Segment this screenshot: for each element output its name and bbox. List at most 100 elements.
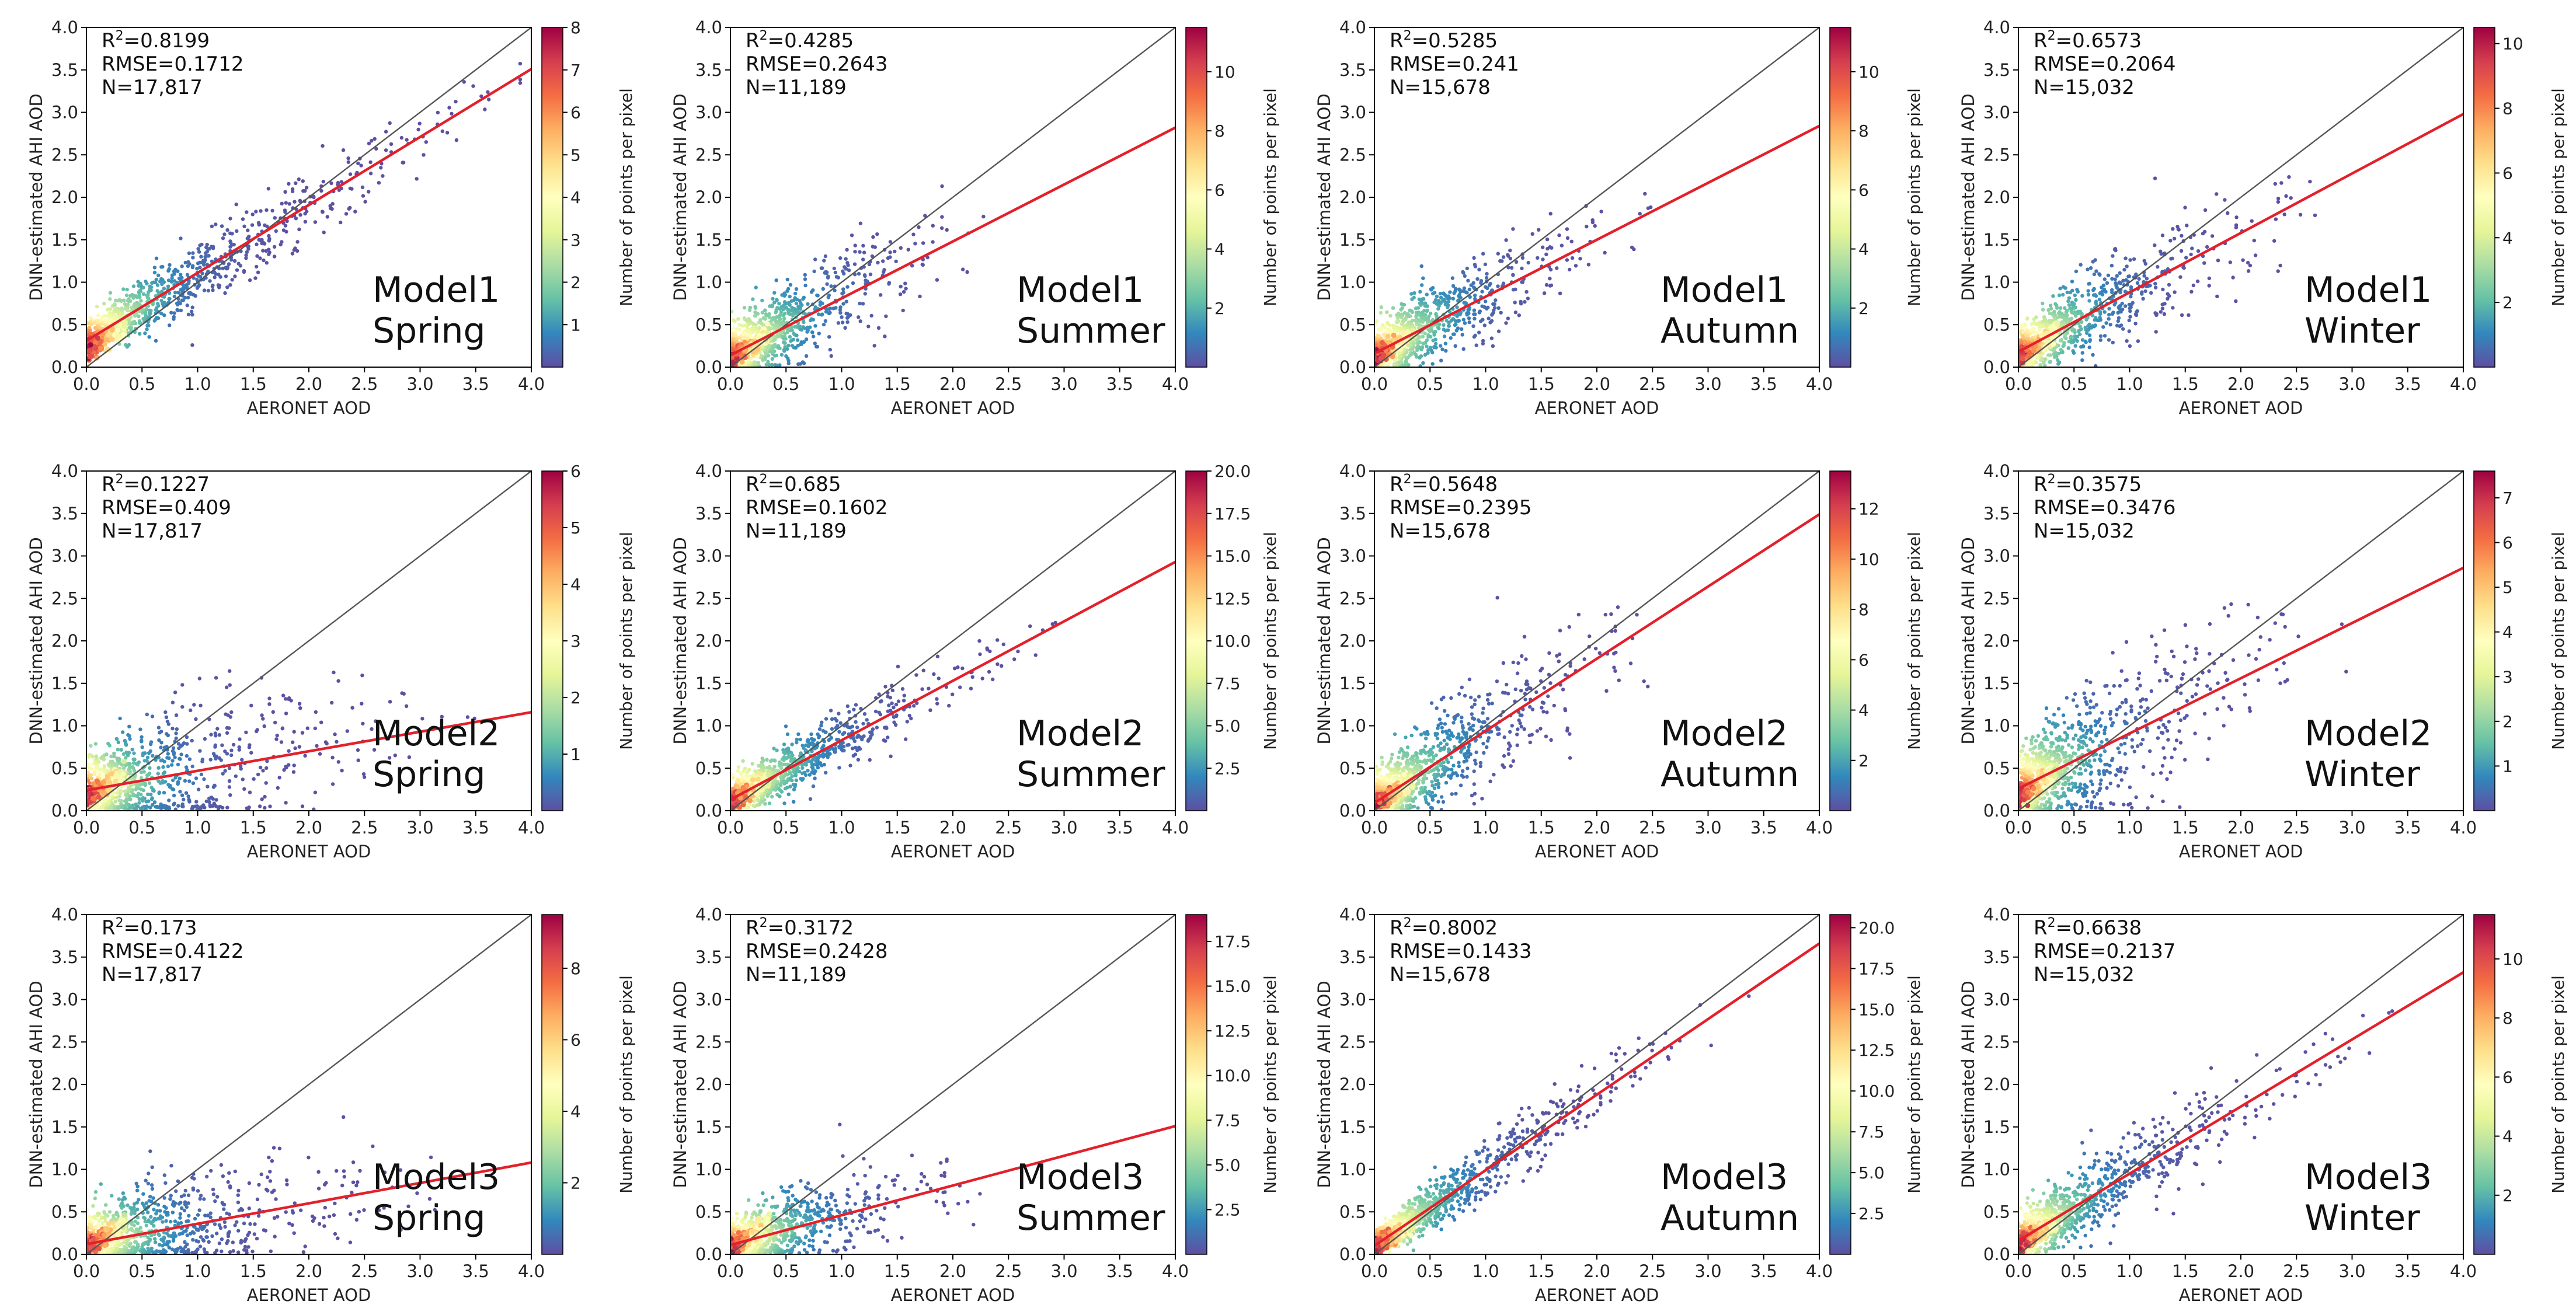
scatter-point	[1458, 311, 1463, 315]
scatter-point	[1473, 297, 1477, 301]
scatter-point	[813, 257, 817, 261]
scatter-point	[1462, 286, 1467, 290]
scatter-point	[148, 766, 152, 770]
scatter-point	[1391, 306, 1395, 310]
scatter-panel-model2-spring: 0.00.00.50.51.01.01.51.52.02.02.52.53.03…	[26, 461, 636, 861]
scatter-point	[2166, 297, 2170, 301]
scatter-point	[1630, 245, 1634, 250]
x-tick-label: 0.0	[73, 374, 100, 394]
scatter-point	[156, 725, 161, 730]
scatter-point	[176, 804, 180, 808]
y-tick-label: 3.5	[51, 60, 78, 80]
scatter-point	[1477, 330, 1481, 334]
scatter-point	[221, 236, 225, 240]
scatter-point	[230, 232, 234, 236]
x-tick-label: 4.0	[1162, 374, 1189, 394]
scatter-point	[2104, 321, 2108, 325]
scatter-point	[822, 259, 826, 263]
scatter-point	[940, 226, 944, 230]
scatter-point	[362, 775, 367, 779]
scatter-point	[782, 303, 786, 307]
scatter-point	[2223, 198, 2227, 202]
scatter-point	[940, 184, 944, 189]
scatter-point	[767, 312, 771, 316]
scatter-point	[2215, 192, 2219, 196]
scatter-point	[1473, 316, 1477, 321]
scatter-point	[130, 322, 134, 326]
scatter-point	[1428, 329, 1432, 333]
scatter-point	[1558, 291, 1562, 295]
scatter-point	[906, 247, 910, 252]
scatter-point	[150, 796, 154, 800]
scatter-point	[803, 283, 807, 288]
scatter-point	[1481, 341, 1485, 346]
scatter-point	[187, 251, 192, 256]
rmse-text: RMSE=0.2064	[2034, 53, 2175, 76]
scatter-point	[798, 362, 802, 366]
scatter-point	[1448, 290, 1452, 294]
scatter-point	[2123, 304, 2128, 308]
y-tick-label: 3.0	[695, 103, 722, 123]
model-label: Model1	[1017, 270, 1144, 311]
scatter-point	[486, 90, 490, 94]
scatter-point	[2032, 327, 2036, 331]
scatter-point	[2092, 324, 2097, 329]
scatter-point	[770, 357, 774, 361]
y-axis-label: DNN-estimated AHI AOD	[1314, 93, 1334, 301]
scatter-point	[2056, 315, 2060, 319]
scatter-point	[225, 685, 229, 689]
scatter-point	[1443, 329, 1447, 333]
scatter-point	[2092, 287, 2096, 291]
y-tick-label: 2.5	[51, 145, 78, 165]
scatter-point	[173, 291, 177, 295]
scatter-point	[2091, 353, 2095, 357]
scatter-point	[2128, 309, 2132, 313]
scatter-point	[213, 275, 217, 280]
r-squared-value: =0.6573	[2056, 29, 2142, 53]
scatter-point	[852, 262, 857, 266]
scatter-point	[260, 797, 264, 801]
scatter-point	[259, 209, 263, 213]
scatter-point	[757, 364, 761, 367]
scatter-point	[2075, 288, 2079, 292]
model-label: Model1	[373, 270, 500, 311]
scatter-point	[2195, 279, 2200, 284]
scatter-point	[2067, 296, 2072, 300]
scatter-point	[159, 265, 163, 269]
colorbar-tick-label: 6	[1214, 180, 1225, 200]
scatter-point	[2080, 358, 2084, 362]
scatter-point	[2097, 272, 2101, 276]
scatter-point	[2070, 280, 2074, 284]
scatter-point	[292, 730, 296, 734]
scatter-point	[339, 220, 343, 225]
scatter-point	[1467, 320, 1471, 325]
scatter-point	[189, 708, 193, 713]
scatter-point	[311, 194, 316, 198]
scatter-point	[1433, 298, 1438, 302]
scatter-point	[1548, 277, 1552, 281]
scatter-point	[861, 302, 865, 306]
scatter-point	[1442, 291, 1446, 295]
scatter-point	[756, 361, 760, 365]
scatter-point	[2046, 308, 2051, 312]
scatter-point	[1482, 323, 1487, 327]
scatter-point	[1418, 364, 1422, 367]
scatter-point	[196, 285, 200, 289]
scatter-point	[168, 263, 172, 267]
scatter-point	[1416, 322, 1421, 326]
scatter-point	[825, 282, 829, 286]
scatter-point	[862, 250, 866, 254]
scatter-point	[240, 758, 244, 762]
scatter-point	[303, 189, 307, 193]
scatter-point	[225, 285, 229, 289]
scatter-point	[2153, 243, 2157, 247]
colorbar-tick-label: 8	[1214, 121, 1225, 141]
scatter-point	[106, 320, 110, 324]
scatter-point	[1418, 335, 1422, 339]
scatter-point	[786, 358, 791, 363]
scatter-point	[1410, 297, 1414, 301]
scatter-point	[268, 804, 272, 808]
y-tick-label: 2.0	[1983, 187, 2010, 207]
regression-fit-line	[730, 126, 1175, 357]
scatter-point	[424, 140, 428, 144]
